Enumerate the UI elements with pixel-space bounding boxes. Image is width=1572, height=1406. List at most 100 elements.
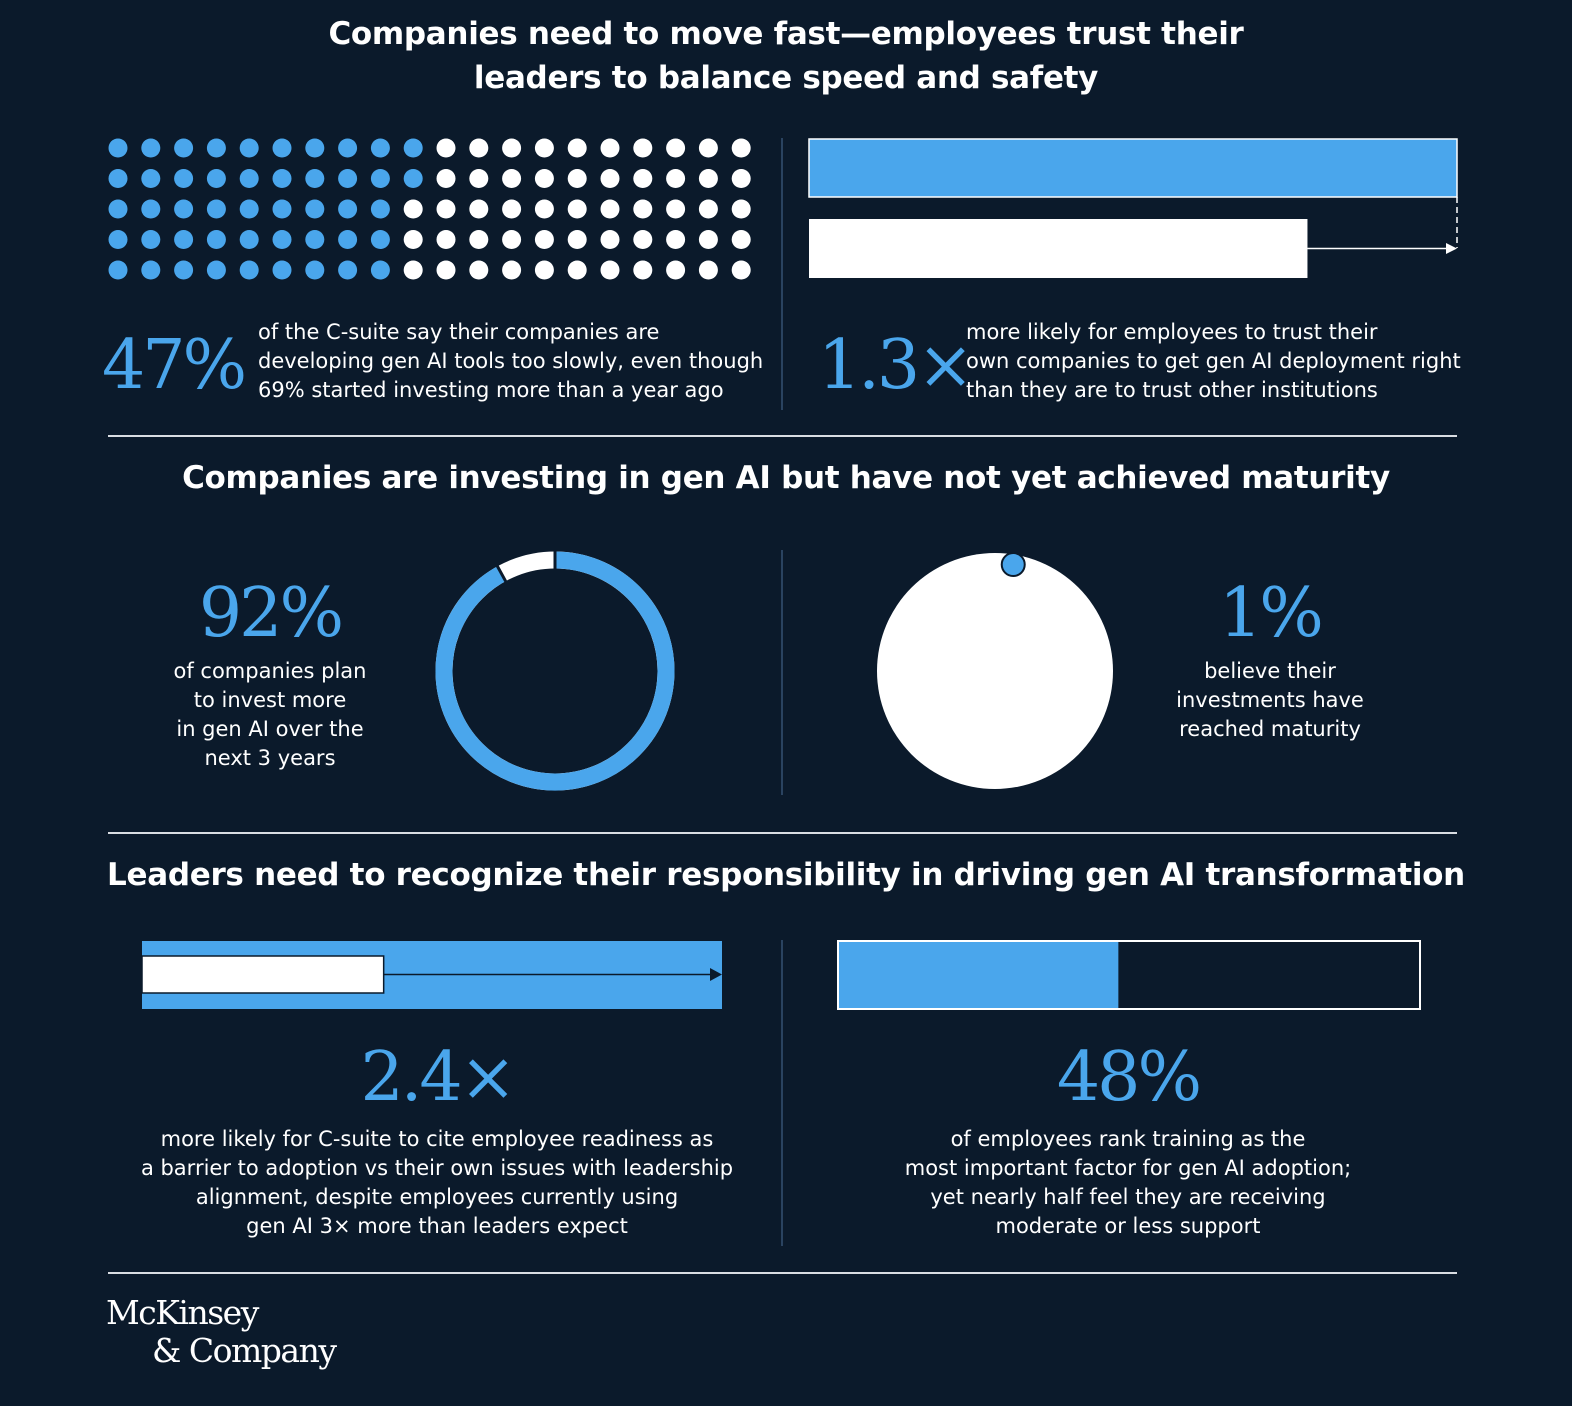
- desc-line: more likely for C-suite to cite employee…: [160, 1127, 714, 1151]
- dot-grid-dot: [239, 169, 259, 188]
- section-rule-3: [108, 1272, 1457, 1274]
- dot-grid-dot: [206, 260, 226, 280]
- dot-grid-dot: [502, 138, 522, 158]
- dot-grid-dot: [633, 138, 653, 158]
- growth-arrowhead: [1446, 243, 1457, 254]
- stat-92-percent: 92%: [198, 574, 344, 653]
- dot-grid-dot: [239, 199, 259, 219]
- dot-grid-dot: [436, 230, 456, 249]
- section-rule-1: [108, 435, 1457, 437]
- dot-grid-dot: [469, 260, 489, 280]
- stat-2-4x-description: more likely for C-suite to cite employee…: [112, 1125, 762, 1241]
- desc-line: gen AI 3× more than leaders expect: [246, 1214, 628, 1238]
- dot-grid-dot: [206, 230, 226, 249]
- desc-line: next 3 years: [204, 746, 336, 770]
- dot-grid-dot: [534, 230, 554, 249]
- desc-line: developing gen AI tools too slowly, even…: [258, 349, 764, 373]
- dot-grid-dot: [666, 199, 686, 219]
- dot-grid-dot: [239, 260, 259, 280]
- readiness-comparison-bar: [141, 941, 722, 1009]
- dot-grid-dot: [272, 138, 292, 158]
- dot-grid-dot: [239, 138, 259, 158]
- dot-grid-dot: [272, 230, 292, 249]
- leadership-alignment-bar: [141, 955, 385, 994]
- dot-grid-dot: [666, 260, 686, 280]
- dot-grid-dot: [469, 199, 489, 219]
- dot-grid-dot: [305, 260, 325, 280]
- dot-grid-dot: [600, 199, 620, 219]
- dot-grid-dot: [403, 138, 423, 158]
- dot-grid-chart: [108, 138, 751, 280]
- dot-grid-dot: [666, 138, 686, 158]
- dot-grid-dot: [108, 230, 128, 249]
- dot-grid-dot: [174, 260, 194, 280]
- employee-own-company-trust-bar: [808, 138, 1458, 198]
- maturity-dot: [1000, 552, 1026, 578]
- desc-line: more likely for employees to trust their: [966, 320, 1378, 344]
- dot-grid-dot: [206, 199, 226, 219]
- stat-48-percent: 48%: [1056, 1038, 1202, 1117]
- dot-grid-dot: [567, 230, 587, 249]
- dot-grid-dot: [436, 169, 456, 188]
- maturity-circle-chart: [877, 552, 1113, 789]
- desc-line: to invest more: [193, 688, 347, 712]
- dot-grid-dot: [338, 260, 358, 280]
- desc-line: alignment, despite employees currently u…: [195, 1185, 679, 1209]
- dot-grid-dot: [502, 230, 522, 249]
- dot-grid-dot: [469, 230, 489, 249]
- readiness-arrowhead: [710, 968, 722, 981]
- dot-grid-dot: [633, 260, 653, 280]
- dot-grid-dot: [502, 199, 522, 219]
- dot-grid-dot: [600, 138, 620, 158]
- ring-invest-arc: [435, 551, 675, 791]
- dot-grid-dot: [141, 230, 161, 249]
- dot-grid-dot: [633, 230, 653, 249]
- dot-grid-dot: [338, 169, 358, 188]
- dot-grid-dot: [698, 138, 718, 158]
- dot-grid-dot: [698, 169, 718, 188]
- dot-grid-dot: [731, 260, 751, 280]
- dot-grid-dot: [666, 169, 686, 188]
- dot-grid-dot: [338, 138, 358, 158]
- section3-divider: [781, 940, 783, 1246]
- ring-gap: [495, 564, 508, 583]
- stat-1-percent: 1%: [1219, 574, 1324, 653]
- dot-grid-dot: [469, 169, 489, 188]
- dot-grid-dot: [305, 199, 325, 219]
- dot-grid-dot: [698, 199, 718, 219]
- stat-1-description: believe their investments have reached m…: [1140, 657, 1400, 744]
- desc-line: than they are to trust other institution…: [966, 378, 1378, 402]
- logo-line1: McKinsey: [106, 1293, 259, 1332]
- dot-grid-dot: [534, 260, 554, 280]
- dot-grid-dot: [502, 260, 522, 280]
- section1-heading-line1: Companies need to move fast—employees tr…: [328, 16, 1244, 52]
- training-bar-fill: [839, 942, 1119, 1008]
- desc-line: believe their: [1204, 659, 1336, 683]
- dot-grid-dot: [305, 138, 325, 158]
- dot-grid-dot: [338, 230, 358, 249]
- dot-grid-dot: [272, 199, 292, 219]
- investment-ring-chart: [435, 550, 675, 791]
- desc-line: 69% started investing more than a year a…: [258, 378, 724, 402]
- desc-line: of companies plan: [173, 659, 367, 683]
- desc-line: investments have: [1176, 688, 1364, 712]
- dot-grid-dot: [469, 138, 489, 158]
- dot-grid-dot: [633, 199, 653, 219]
- dot-grid-dot: [141, 260, 161, 280]
- dot-grid-dot: [567, 260, 587, 280]
- dot-grid-dot: [567, 199, 587, 219]
- dot-grid-dot: [731, 138, 751, 158]
- dot-grid-dot: [403, 199, 423, 219]
- desc-line: of the C-suite say their companies are: [258, 320, 660, 344]
- dot-grid-dot: [206, 138, 226, 158]
- desc-line: own companies to get gen AI deployment r…: [966, 349, 1461, 373]
- dot-grid-dot: [305, 230, 325, 249]
- stat-2-4x: 2.4×: [360, 1038, 516, 1117]
- dot-grid-dot: [698, 260, 718, 280]
- dot-grid-dot: [666, 230, 686, 249]
- dot-grid-dot: [141, 169, 161, 188]
- dot-grid-dot: [174, 138, 194, 158]
- dot-grid-dot: [141, 199, 161, 219]
- dot-grid-dot: [534, 199, 554, 219]
- desc-line: reached maturity: [1179, 717, 1361, 741]
